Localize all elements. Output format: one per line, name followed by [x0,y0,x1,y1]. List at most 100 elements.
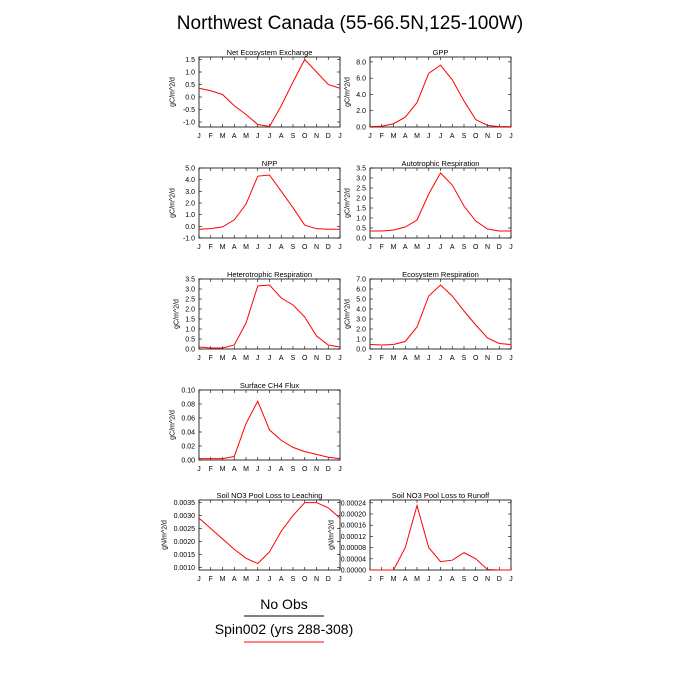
y-axis-label: gC/m^2/d [345,77,352,107]
y-tick-label: 0.00 [181,458,195,465]
y-tick-label: 3.5 [356,166,366,173]
x-tick-label: F [380,244,384,251]
y-tick-label: -1.0 [183,236,195,243]
y-axis-label: gC/m^2/d [345,188,352,218]
y-tick-label: 0.0 [185,347,195,354]
y-tick-label: 2.5 [356,186,366,193]
x-tick-label: J [439,133,443,140]
y-tick-label: 6.0 [356,76,366,83]
panel-title: Autotrophic Respiration [402,159,480,168]
y-tick-label: 0.00004 [341,556,366,563]
x-tick-label: N [485,244,490,251]
x-tick-label: J [338,244,342,251]
x-tick-label: N [314,244,319,251]
x-tick-label: S [462,355,467,362]
x-tick-label: N [485,133,490,140]
x-tick-label: M [414,355,420,362]
x-tick-label: A [279,576,284,583]
series-line-spin002 [369,284,512,346]
x-tick-label: S [291,244,296,251]
x-tick-label: M [243,244,249,251]
x-tick-label: M [391,355,397,362]
y-tick-label: 1.0 [356,337,366,344]
x-tick-label: O [473,244,479,251]
y-tick-label: 0.0 [185,95,195,102]
x-tick-label: J [427,133,431,140]
x-tick-label: J [439,355,443,362]
series-line-spin002 [369,64,511,128]
x-tick-label: J [338,466,342,473]
x-tick-label: N [485,576,490,583]
x-tick-label: M [243,133,249,140]
panel-title: Soil NO3 Pool Loss to Leaching [217,491,323,500]
panel-title: Heterotrophic Respiration [227,270,312,279]
x-tick-label: M [243,355,249,362]
x-tick-label: J [338,576,342,583]
x-tick-label: J [256,355,260,362]
x-tick-label: F [380,576,384,583]
x-tick-label: F [209,466,213,473]
plot-frame [198,499,341,571]
x-tick-label: J [368,244,372,251]
x-tick-label: O [302,466,308,473]
x-tick-label: A [450,244,455,251]
x-tick-label: S [462,244,467,251]
series-line-spin002 [198,174,340,230]
y-tick-label: 2.5 [185,297,195,304]
x-tick-label: A [232,244,237,251]
x-tick-label: N [314,133,319,140]
y-tick-label: 0.0035 [174,500,196,507]
panel-title: Ecosystem Respiration [402,270,479,279]
x-tick-label: A [403,133,408,140]
x-tick-label: J [509,133,513,140]
y-tick-label: 0.00012 [341,534,366,541]
legend: No Obs Spin002 (yrs 288-308) [215,596,353,643]
series-line-spin002 [370,503,511,571]
y-tick-label: 4.0 [356,92,366,99]
plot-frame [198,389,341,461]
x-tick-label: D [326,244,331,251]
y-axis-label: gN/m^2/d [328,520,335,550]
x-tick-label: A [232,466,237,473]
x-tick-label: J [427,244,431,251]
x-tick-label: A [403,244,408,251]
x-tick-label: M [391,133,397,140]
x-tick-label: A [403,576,408,583]
x-tick-label: M [220,355,226,362]
x-tick-label: O [302,355,308,362]
x-tick-label: F [380,355,384,362]
panel-title: Net Ecosystem Exchange [227,48,313,57]
y-axis-label: gN/m^2/d [161,520,168,550]
x-tick-label: A [279,133,284,140]
y-tick-label: 8.0 [356,59,366,66]
x-tick-label: S [291,466,296,473]
figure-title: Northwest Canada (55-66.5N,125-100W) [177,13,523,34]
y-tick-label: 0.0 [185,224,195,231]
x-tick-label: O [302,576,308,583]
x-tick-label: M [220,244,226,251]
x-tick-label: O [473,355,479,362]
x-tick-label: J [509,355,513,362]
y-tick-label: 0.0015 [174,552,196,559]
y-tick-label: 0.00016 [341,523,366,530]
plot-frame [369,56,512,128]
x-tick-label: M [220,576,226,583]
x-tick-label: O [302,244,308,251]
x-tick-label: J [439,576,443,583]
y-tick-label: 0.5 [185,82,195,89]
x-tick-label: J [509,244,513,251]
y-axis-label: gC/m^2/d [345,299,352,329]
x-tick-label: S [291,133,296,140]
series-line-spin002 [370,172,511,232]
x-tick-label: D [497,355,502,362]
x-tick-label: J [197,244,201,251]
plot-frame [198,56,341,128]
x-tick-label: A [279,244,284,251]
x-tick-label: M [391,576,397,583]
x-tick-label: A [403,355,408,362]
series-line-spin002 [198,284,341,349]
